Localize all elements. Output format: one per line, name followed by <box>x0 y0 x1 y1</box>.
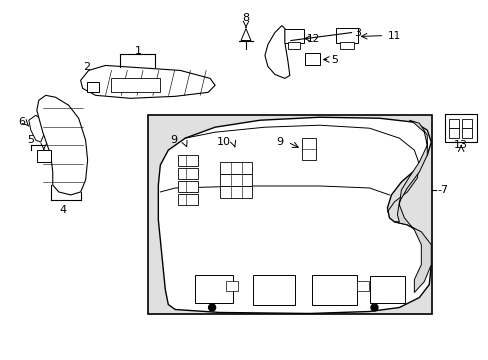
Bar <box>178 181 198 192</box>
Bar <box>110 78 160 92</box>
Text: 11: 11 <box>386 31 400 41</box>
Polygon shape <box>81 66 215 98</box>
Polygon shape <box>394 120 430 293</box>
Bar <box>220 186 251 198</box>
Text: 1: 1 <box>135 45 142 55</box>
Text: -7: -7 <box>436 185 447 195</box>
Text: 5: 5 <box>27 135 34 145</box>
Bar <box>37 150 51 162</box>
Bar <box>283 28 303 42</box>
Bar <box>369 276 405 302</box>
Bar <box>311 275 356 305</box>
Polygon shape <box>158 117 430 314</box>
Bar <box>448 128 458 138</box>
Bar <box>356 280 368 291</box>
Text: 5: 5 <box>331 55 338 66</box>
Text: 13: 13 <box>453 140 467 150</box>
Bar <box>178 155 198 166</box>
Circle shape <box>370 304 377 311</box>
Bar <box>339 41 353 49</box>
Bar <box>461 128 471 138</box>
Bar <box>225 280 238 291</box>
Bar <box>448 119 458 128</box>
Bar <box>195 275 233 302</box>
Bar <box>220 174 251 186</box>
Text: 12: 12 <box>306 33 319 44</box>
Bar <box>86 82 99 92</box>
Polygon shape <box>29 115 45 142</box>
Bar <box>444 114 476 142</box>
Bar <box>461 119 471 128</box>
Text: 8: 8 <box>242 13 249 23</box>
Text: 9: 9 <box>276 137 283 147</box>
Bar <box>178 168 198 179</box>
Bar <box>287 41 299 49</box>
Text: 3: 3 <box>354 28 361 37</box>
Polygon shape <box>37 95 87 195</box>
Bar <box>148 115 431 315</box>
Bar <box>301 138 315 160</box>
Text: 6: 6 <box>18 117 25 127</box>
Circle shape <box>208 304 215 311</box>
Polygon shape <box>241 28 250 41</box>
Text: 10: 10 <box>217 137 231 147</box>
Polygon shape <box>264 26 289 78</box>
Text: 2: 2 <box>83 62 90 72</box>
Text: 4: 4 <box>59 205 66 215</box>
Bar <box>178 194 198 205</box>
Bar <box>335 28 357 42</box>
Bar <box>252 275 294 305</box>
Text: 9: 9 <box>170 135 178 145</box>
Bar <box>304 54 319 66</box>
Bar <box>220 162 251 174</box>
